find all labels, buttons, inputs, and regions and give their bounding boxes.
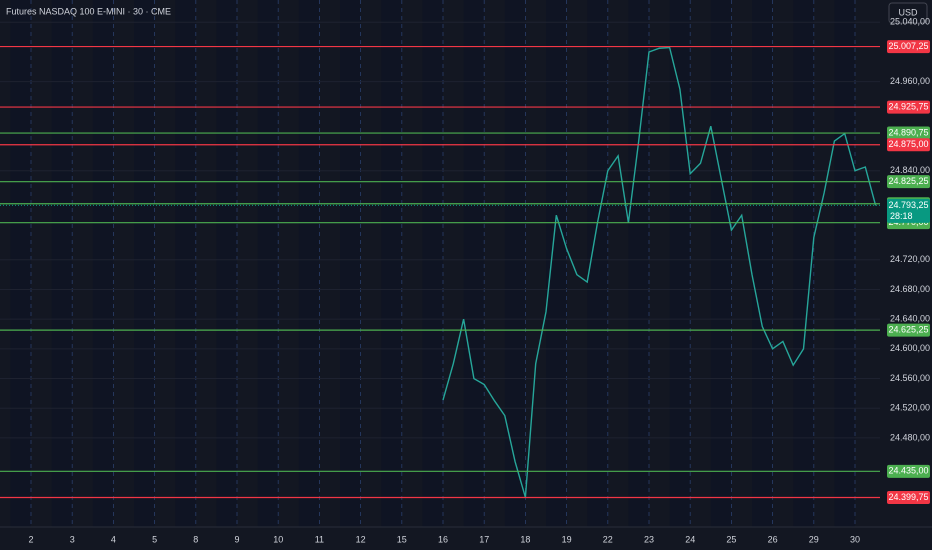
session-band [134,0,155,527]
level-label-box [887,138,930,152]
x-tick-label: 9 [234,534,239,544]
session-band [504,0,526,527]
price-line [442,46,877,498]
y-tick-label: 24.720,00 [890,254,930,264]
level-label: 24.925,75 [888,101,928,111]
x-tick-label: 30 [850,534,860,544]
price-axis [880,0,932,550]
level-label-box [887,464,930,478]
session-band [10,0,31,527]
level-label-box [887,40,930,54]
y-tick-label: 25.040,00 [890,17,930,27]
x-tick-label: 4 [111,534,116,544]
session-band [216,0,237,527]
x-tick-label: 25 [726,534,736,544]
x-tick-label: 2 [28,534,33,544]
level-label-box [887,490,930,504]
x-tick-label: 17 [479,534,489,544]
session-band [92,0,114,527]
level-label: 24.825,25 [888,176,928,186]
level-label: 24.875,00 [888,139,928,149]
level-label-box [887,323,930,337]
x-tick-label: 10 [273,534,283,544]
level-label: 24.890,75 [888,127,928,137]
level-label-box [887,100,930,114]
x-tick-label: 16 [438,534,448,544]
x-tick-label: 29 [809,534,819,544]
y-tick-label: 24.840,00 [890,165,930,175]
session-band [51,0,73,527]
x-tick-label: 23 [644,534,654,544]
session-band [752,0,773,527]
level-label-box [887,126,930,140]
x-tick-label: 24 [685,534,695,544]
y-tick-label: 24.960,00 [890,76,930,86]
level-label-box [887,175,930,189]
y-tick-label: 24.480,00 [890,432,930,442]
session-band [298,0,320,527]
x-tick-label: 18 [520,534,530,544]
session-band [834,0,855,527]
session-band [340,0,361,527]
x-tick-label: 12 [356,534,366,544]
x-tick-label: 8 [193,534,198,544]
level-label: 24.625,25 [888,324,928,334]
x-tick-label: 26 [768,534,778,544]
session-band [710,0,732,527]
session-band [793,0,814,527]
x-tick-label: 5 [152,534,157,544]
session-band [669,0,691,527]
session-band [463,0,485,527]
y-tick-label: 24.680,00 [890,284,930,294]
chart-title: Futures NASDAQ 100 E-MINI · 30 · CME [6,6,171,16]
session-band [546,0,567,527]
x-tick-label: 22 [603,534,613,544]
last-price-label: 24.793,25 [888,200,928,210]
currency[interactable]: USD [898,7,918,17]
level-label: 24.435,00 [888,466,928,476]
countdown: 28:18 [890,211,913,221]
x-tick-label: 11 [315,534,324,544]
y-tick-label: 24.600,00 [890,343,930,353]
last-price-box [887,198,930,223]
session-band [381,0,402,527]
x-tick-label: 19 [562,534,572,544]
session-band [257,0,279,527]
y-tick-label: 24.520,00 [890,403,930,413]
session-band [587,0,608,527]
session-band [422,0,443,527]
y-tick-label: 24.640,00 [890,314,930,324]
session-band [175,0,196,527]
x-tick-label: 15 [397,534,407,544]
y-tick-label: 24.560,00 [890,373,930,383]
level-label: 25.007,25 [888,41,928,51]
currency-button[interactable] [888,2,928,24]
session-band [628,0,649,527]
level-label: 24.399,75 [888,492,928,502]
x-tick-label: 3 [70,534,75,544]
